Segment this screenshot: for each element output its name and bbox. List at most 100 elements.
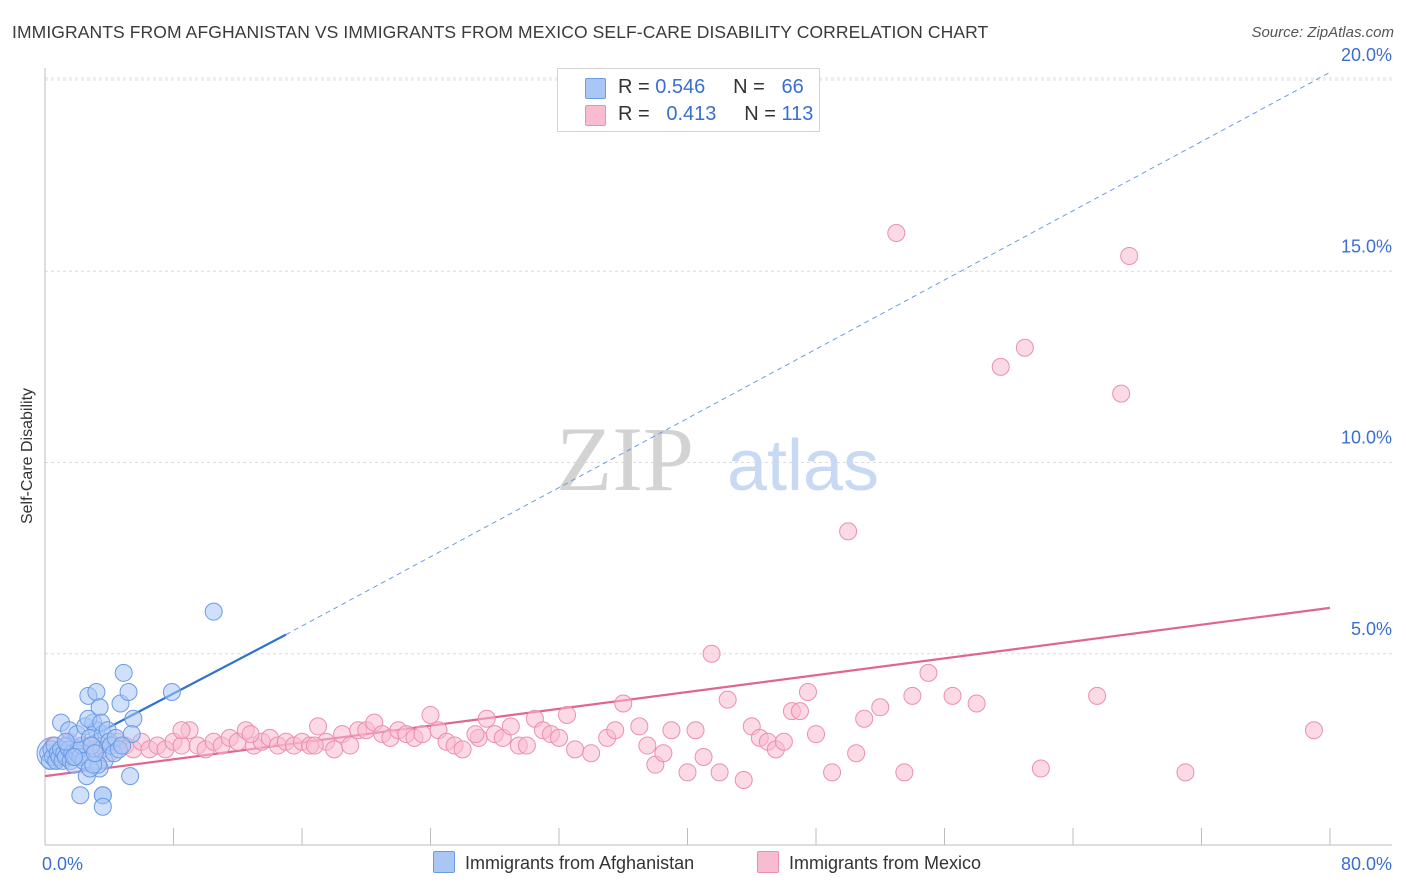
mexico-point	[517, 736, 536, 755]
mexico-point	[662, 721, 681, 740]
tick-label-layer: 5.0% 10.0% 15.0% 20.0% 0.0% 80.0%	[42, 45, 1392, 874]
afghanistan-point	[113, 736, 132, 755]
bottom-legend-label-afghanistan: Immigrants from Afghanistan	[465, 853, 695, 873]
mexico-point	[241, 725, 260, 744]
mexico-point	[1120, 246, 1139, 265]
mexico-point	[807, 725, 825, 744]
afghanistan-trend-extension	[285, 71, 1331, 636]
afghanistan-point	[162, 683, 181, 701]
legend-n-value: 66	[781, 76, 804, 98]
x-tick-label: 80.0%	[1341, 854, 1392, 874]
mexico-point	[847, 744, 866, 763]
legend: R = 0.546 N = 66 R = 0.413 N = 113	[557, 68, 820, 132]
mexico-point	[606, 721, 625, 740]
afghanistan-point	[119, 683, 138, 701]
grid-layer	[45, 77, 1392, 655]
mexico-point	[453, 740, 472, 759]
mexico-point	[558, 705, 577, 724]
afghanistan-point	[122, 725, 141, 744]
mexico-point	[309, 717, 328, 736]
mexico-point	[702, 644, 721, 663]
mexico-point	[839, 522, 858, 541]
source-label: Source: ZipAtlas.com	[1251, 24, 1394, 41]
mexico-point	[790, 702, 809, 721]
afghanistan-point	[64, 748, 83, 767]
mexico-point	[305, 736, 324, 755]
mexico-point	[172, 721, 191, 740]
bottom-legend-label-mexico: Immigrants from Mexico	[789, 853, 982, 873]
mexico-point	[582, 744, 601, 763]
bottom-legend-mexico: Immigrants from Mexico	[757, 851, 981, 877]
y-tick-label: 5.0%	[1351, 619, 1392, 639]
mexico-point	[614, 694, 633, 713]
mexico-point	[1031, 759, 1050, 778]
y-tick-label: 20.0%	[1341, 45, 1392, 65]
mexico-point	[1112, 384, 1131, 403]
watermark-zip: ZIP	[556, 408, 694, 510]
mexico-point	[325, 740, 344, 759]
mexico-point	[1015, 338, 1034, 357]
legend-row-afghanistan: R = 0.546 N = 66	[558, 74, 819, 102]
bottom-legend-afghanistan: Immigrants from Afghanistan	[433, 851, 694, 877]
legend-n-value: 113	[781, 103, 814, 125]
mexico-point	[1088, 686, 1107, 705]
mexico-trend-line	[44, 606, 1331, 778]
mexico-point	[413, 725, 432, 744]
afghanistan-point	[121, 767, 140, 786]
mexico-point	[341, 736, 360, 755]
mexico-point	[991, 357, 1010, 376]
mexico-point	[172, 736, 191, 755]
legend-r-label: R =	[618, 103, 650, 125]
mexico-point	[967, 694, 986, 713]
mexico-point	[718, 690, 737, 709]
mexico-point	[734, 770, 753, 789]
mexico-point	[823, 763, 842, 782]
legend-swatch-afghanistan	[585, 78, 606, 99]
mexico-point	[943, 686, 962, 705]
mexico-point	[919, 663, 938, 682]
mexico-point	[798, 683, 817, 701]
afghanistan-point	[90, 698, 109, 717]
mexico-point	[421, 705, 440, 724]
mexico-point	[774, 732, 793, 751]
legend-n-label: N =	[733, 76, 765, 98]
afghanistan-point	[87, 683, 106, 701]
mexico-point	[895, 763, 914, 782]
y-axis-label: Self-Care Disability	[19, 387, 36, 525]
mexico-point	[501, 717, 520, 736]
mexico-point	[694, 748, 713, 767]
legend-n-label: N =	[744, 103, 776, 125]
x-tick-label: 0.0%	[42, 854, 83, 874]
mexico-point	[630, 717, 649, 736]
mexico-point	[477, 709, 496, 728]
mexico-point	[466, 725, 485, 744]
mexico-point	[1176, 763, 1195, 782]
afghanistan-point	[93, 797, 112, 816]
afghanistan-point	[124, 709, 143, 728]
mexico-point	[686, 721, 705, 740]
points-layer	[36, 224, 1323, 816]
watermark-atlas: atlas	[727, 426, 879, 506]
mexico-point	[903, 686, 922, 705]
mexico-point	[638, 736, 657, 755]
mexico-point	[1304, 721, 1323, 740]
axis-layer	[44, 68, 1392, 846]
legend-r-value: 0.413	[666, 103, 717, 125]
chart-title: IMMIGRANTS FROM AFGHANISTAN VS IMMIGRANT…	[12, 22, 989, 42]
y-tick-label: 10.0%	[1341, 428, 1392, 448]
bottom-legend-swatch-afghanistan	[433, 851, 455, 873]
legend-r-value: 0.546	[655, 76, 706, 98]
legend-swatch-mexico	[585, 105, 606, 126]
mexico-point	[654, 744, 673, 763]
afghanistan-point	[114, 663, 133, 682]
legend-r-label: R =	[618, 76, 650, 98]
mexico-point	[566, 740, 585, 759]
mexico-point	[871, 698, 890, 717]
afghanistan-point	[85, 744, 104, 763]
bottom-legend-swatch-mexico	[757, 851, 779, 873]
mexico-point	[550, 728, 568, 747]
legend-row-mexico: R = 0.413 N = 113	[558, 101, 819, 129]
mexico-point	[855, 709, 874, 728]
watermark: ZIP atlas	[556, 408, 879, 510]
